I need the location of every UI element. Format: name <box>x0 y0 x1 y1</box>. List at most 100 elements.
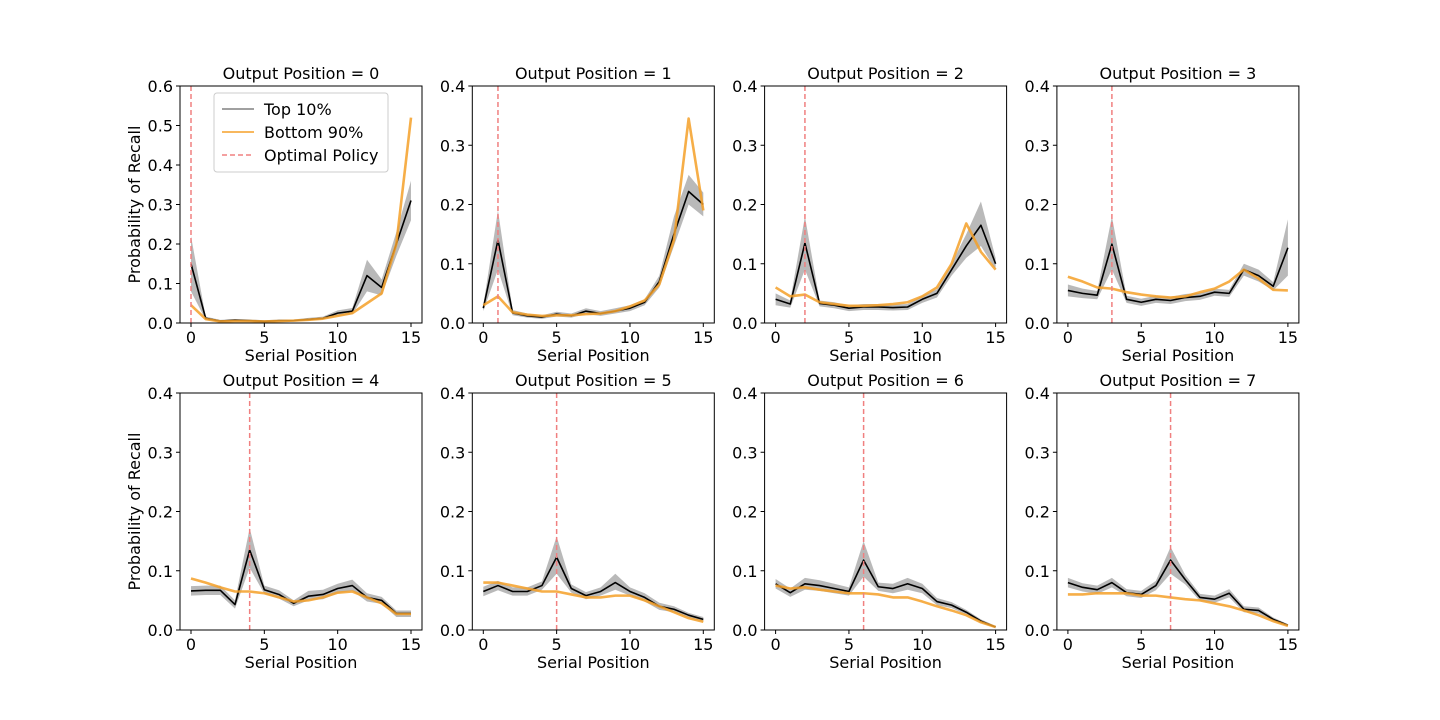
subplot-title: Output Position = 4 <box>223 371 380 390</box>
x-tick-label: 5 <box>552 328 562 347</box>
y-tick-label: 0.1 <box>732 255 757 274</box>
x-tick-label: 0 <box>1063 328 1073 347</box>
x-tick-label: 10 <box>620 328 640 347</box>
subplot: 0 5 10 15 0.0 0.1 0.2 0.3 0.4 Output Position = 4… <box>125 371 423 672</box>
y-tick-label: 0.2 <box>440 503 465 522</box>
y-tick-label: 0.6 <box>148 77 173 96</box>
y-tick-label: 0.3 <box>440 443 465 462</box>
subplot: 0 5 10 15 0.0 0.1 0.2 0.3 0.4 0.5 0.6 Output Positi… <box>125 64 423 365</box>
subplot: 0 5 10 15 0.0 0.1 0.2 0.3 0.4 Output Position = 6… <box>732 371 1008 672</box>
subplot-title: Output Position = 0 <box>223 64 380 83</box>
legend-label: Top 10% <box>263 100 332 119</box>
y-tick-label: 0.4 <box>148 156 173 175</box>
subplot: 0 5 10 15 0.0 0.1 0.2 0.3 0.4 Output Position = 1… <box>440 64 715 365</box>
y-tick-label: 0.0 <box>440 621 465 640</box>
x-tick-label: 10 <box>327 635 347 654</box>
y-tick-label: 0.4 <box>732 77 757 96</box>
y-tick-label: 0.3 <box>440 136 465 155</box>
subplot-title: Output Position = 6 <box>807 371 964 390</box>
series-line <box>190 577 411 616</box>
series-line <box>775 224 997 309</box>
y-tick-label: 0.4 <box>1024 77 1049 96</box>
x-tick-label: 10 <box>912 635 932 654</box>
y-tick-label: 0.1 <box>732 562 757 581</box>
y-tick-label: 0.4 <box>440 384 465 403</box>
x-tick-label: 10 <box>1204 328 1224 347</box>
y-tick-label: 0.0 <box>1024 314 1049 333</box>
x-tick-label: 10 <box>327 328 347 347</box>
y-tick-label: 0.3 <box>732 443 757 462</box>
y-tick-label: 0.0 <box>732 621 757 640</box>
x-tick-label: 5 <box>259 635 269 654</box>
y-tick-label: 0.1 <box>1024 255 1049 274</box>
y-tick-label: 0.3 <box>1024 443 1049 462</box>
y-tick-label: 0.1 <box>148 562 173 581</box>
y-tick-label: 0.2 <box>1024 503 1049 522</box>
legend-label: Bottom 90% <box>264 123 363 142</box>
x-tick-label: 5 <box>259 328 269 347</box>
series-line <box>1067 591 1289 628</box>
legend-label: Optimal Policy <box>264 146 378 165</box>
series-line <box>190 117 413 323</box>
y-tick-label: 0.0 <box>1024 621 1049 640</box>
y-tick-label: 0.0 <box>148 314 173 333</box>
y-tick-label: 0.1 <box>440 562 465 581</box>
series-line <box>190 200 412 323</box>
subplot-title: Output Position = 3 <box>1100 64 1257 83</box>
subplot-title: Output Position = 5 <box>515 371 672 390</box>
legend-box <box>213 92 389 173</box>
subplot: 0 5 10 15 0.0 0.1 0.2 0.3 0.4 Output Position = 5… <box>440 371 715 672</box>
subplot-title: Output Position = 1 <box>515 64 672 83</box>
x-axis-label: Serial Position <box>1122 653 1235 672</box>
y-tick-label: 0.4 <box>732 384 757 403</box>
subplot: 0 5 10 15 0.0 0.1 0.2 0.3 0.4 Output Position = 7… <box>1024 371 1300 672</box>
series-line <box>483 556 704 621</box>
x-tick-label: 15 <box>401 635 421 654</box>
x-tick-label: 5 <box>552 635 562 654</box>
x-tick-label: 10 <box>1204 635 1224 654</box>
x-axis-label: Serial Position <box>829 346 942 365</box>
x-tick-label: 15 <box>401 328 421 347</box>
confidence-band <box>191 528 411 617</box>
y-tick-label: 0.1 <box>1024 562 1049 581</box>
series-line <box>774 222 997 308</box>
x-axis-label: Serial Position <box>245 346 358 365</box>
x-tick-label: 10 <box>620 635 640 654</box>
x-tick-label: 5 <box>1136 328 1146 347</box>
y-axis-label: Probability of Recall <box>125 433 144 591</box>
x-tick-label: 0 <box>478 328 488 347</box>
x-tick-label: 0 <box>771 328 781 347</box>
y-tick-label: 0.4 <box>148 384 173 403</box>
x-tick-label: 5 <box>1136 635 1146 654</box>
x-tick-label: 0 <box>478 635 488 654</box>
y-tick-label: 0.2 <box>148 235 173 254</box>
series-line <box>775 559 996 628</box>
x-tick-label: 15 <box>1278 328 1298 347</box>
y-tick-label: 0.2 <box>732 503 757 522</box>
x-tick-label: 10 <box>912 328 932 347</box>
y-tick-label: 0.0 <box>148 621 173 640</box>
x-tick-label: 5 <box>844 328 854 347</box>
subplot-title: Output Position = 7 <box>1100 371 1257 390</box>
confidence-band <box>1067 547 1288 627</box>
x-axis-label: Serial Position <box>1122 346 1235 365</box>
x-axis-label: Serial Position <box>537 653 650 672</box>
subplot-title: Output Position = 2 <box>807 64 964 83</box>
x-tick-label: 5 <box>844 635 854 654</box>
x-tick-label: 15 <box>693 328 713 347</box>
series-line <box>1067 559 1289 627</box>
x-axis-label: Serial Position <box>245 653 358 672</box>
axes-frame <box>1056 85 1300 324</box>
y-tick-label: 0.2 <box>1024 196 1049 215</box>
y-tick-label: 0.2 <box>148 503 173 522</box>
series-line <box>190 549 411 615</box>
x-tick-label: 15 <box>985 328 1005 347</box>
x-axis-label: Serial Position <box>537 346 650 365</box>
y-tick-label: 0.1 <box>440 255 465 274</box>
x-tick-label: 15 <box>1278 635 1298 654</box>
x-tick-label: 0 <box>771 635 781 654</box>
subplot: 0 5 10 15 0.0 0.1 0.2 0.3 0.4 Output Position = 3… <box>1024 64 1300 365</box>
series-line <box>1067 268 1288 299</box>
confidence-band <box>775 541 996 629</box>
